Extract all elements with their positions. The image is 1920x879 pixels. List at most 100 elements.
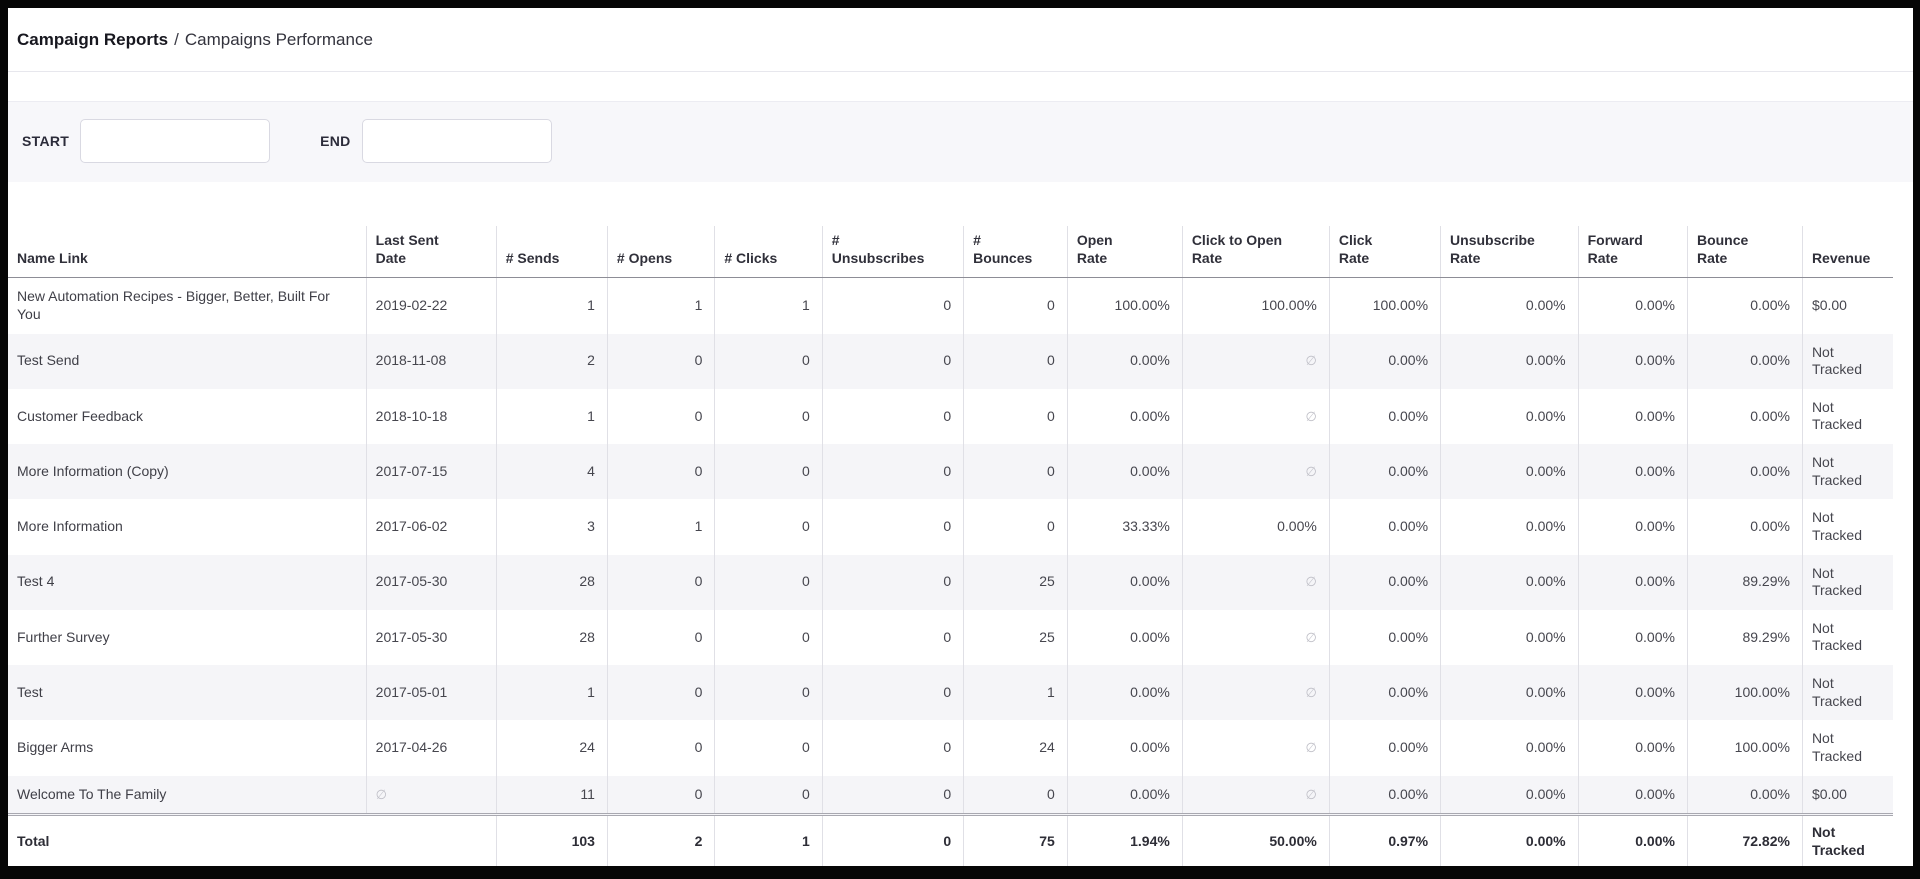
cell-value: 0.00% [1635, 407, 1675, 424]
cell-value: 89.29% [1742, 573, 1790, 590]
cell-value: 2017-06-02 [375, 518, 448, 535]
column-header-unsubscribes[interactable]: # Unsubscribes [821, 226, 964, 279]
total-cell-value: 50.00% [1269, 832, 1317, 849]
column-header-bounce_rate[interactable]: Bounce Rate [1686, 226, 1803, 279]
cell-value: 2017-05-30 [375, 573, 448, 590]
column-header-sends[interactable]: # Sends [495, 226, 608, 279]
cell-value: Not Tracked [1811, 730, 1862, 764]
cell-value: 0.00% [1130, 739, 1170, 756]
cell-value: 0.00% [1130, 407, 1170, 424]
column-header-click_to_open_rate[interactable]: Click to Open Rate [1181, 226, 1330, 279]
breadcrumb: Campaign Reports / Campaigns Performance [17, 30, 373, 50]
cell-value: $0.00 [1811, 785, 1847, 802]
cell-value: 0.00% [1525, 352, 1566, 369]
campaign-name-link[interactable]: Test [17, 683, 43, 700]
column-header-label: Name Link [17, 249, 88, 266]
campaign-name-link[interactable]: Test 4 [17, 573, 55, 590]
column-header-click_rate[interactable]: Click Rate [1328, 226, 1441, 279]
cell-value: 0 [1047, 518, 1055, 535]
cell-value: 0 [943, 628, 952, 645]
cell-value: 0.00% [1388, 628, 1429, 645]
table-header: Name Link Last Sent Date # Sends # Opens # C… [8, 226, 1893, 279]
column-header-bounces[interactable]: # Bounces [963, 226, 1068, 279]
total-label: Total [17, 832, 50, 849]
column-header-revenue[interactable]: Revenue [1801, 226, 1893, 279]
campaign-name-link[interactable]: More Information (Copy) [17, 462, 169, 479]
column-header-unsubscribe_rate[interactable]: Unsubscribe Rate [1440, 226, 1579, 279]
table-header-row: Name Link Last Sent Date # Sends # Opens # C… [8, 226, 1893, 279]
cell-value: 0.00% [1388, 573, 1429, 590]
cell-value: 1 [694, 518, 703, 535]
campaign-name-link[interactable]: Test Send [17, 352, 80, 369]
cell-value: 0 [802, 407, 810, 424]
cell-value: 0 [802, 628, 810, 645]
table-row: Bigger Arms 2017-04-26 24 0 0 0 24 0.00% ∅ 0.00% 0… [8, 720, 1893, 776]
total-cell-value: 103 [571, 832, 595, 849]
cell-value: 0.00% [1277, 518, 1317, 535]
cell-value: 0.00% [1635, 462, 1675, 479]
cell-value: 0.00% [1750, 462, 1790, 479]
cell-value: Not Tracked [1811, 454, 1862, 488]
page: Campaign Reports / Campaigns Performance S… [8, 8, 1913, 866]
campaign-name-link[interactable]: More Information [17, 518, 123, 535]
cell-value: 0 [943, 573, 952, 590]
column-header-forward_rate[interactable]: Forward Rate [1577, 226, 1688, 279]
table-row: Welcome To The Family ∅ 11 0 0 0 0 0.00% ∅ 0.00% 0… [8, 775, 1893, 815]
total-cell-value: 2 [694, 832, 703, 849]
campaigns-performance-table: Name Link Last Sent Date # Sends # Opens # C… [8, 226, 1893, 866]
cell-value: 0 [943, 518, 952, 535]
table-container: Name Link Last Sent Date # Sends # Opens # C… [8, 182, 1913, 866]
cell-value: 1 [802, 297, 810, 314]
campaign-name-link[interactable]: Welcome To The Family [17, 785, 167, 802]
column-header-clicks[interactable]: # Clicks [714, 226, 823, 279]
cell-value: Not Tracked [1811, 343, 1862, 378]
table-row: Customer Feedback 2018-10-18 1 0 0 0 0 0.00% ∅ 0.… [8, 388, 1893, 444]
breadcrumb-section[interactable]: Campaign Reports [17, 29, 169, 49]
cell-value: 0 [1047, 407, 1055, 424]
campaign-name-link[interactable]: Bigger Arms [17, 739, 94, 756]
cell-value: 0 [943, 352, 952, 369]
cell-value: 0 [694, 739, 703, 756]
cell-value: 0.00% [1635, 573, 1675, 590]
cell-value: 0.00% [1750, 518, 1790, 535]
start-date-input[interactable] [80, 119, 271, 163]
column-header-last_sent_date[interactable]: Last Sent Date [365, 226, 497, 279]
column-header-label: Bounce Rate [1696, 232, 1749, 266]
cell-value: ∅ [1305, 629, 1317, 645]
cell-value: 100.00% [1114, 297, 1170, 314]
cell-value: 0 [943, 785, 952, 802]
cell-value: 1 [587, 407, 595, 424]
total-cell-value: Not Tracked [1811, 824, 1865, 858]
cell-value: 0.00% [1130, 628, 1170, 645]
cell-value: 0 [694, 683, 703, 700]
cell-value: 2017-07-15 [375, 462, 448, 479]
cell-value: 0 [694, 462, 703, 479]
cell-value: 0 [802, 352, 810, 369]
campaign-name-link[interactable]: Further Survey [17, 628, 110, 645]
cell-value: 0.00% [1525, 462, 1566, 479]
cell-value: 2017-05-30 [375, 628, 448, 645]
cell-value: 0 [943, 683, 952, 700]
column-header-name[interactable]: Name Link [8, 226, 367, 279]
cell-value: Not Tracked [1811, 675, 1862, 709]
breadcrumb-current-page: Campaigns Performance [184, 29, 373, 49]
campaign-name-link[interactable]: New Automation Recipes - Bigger, Better,… [17, 288, 330, 322]
column-header-label: Forward Rate [1587, 232, 1643, 266]
end-date-input[interactable] [361, 119, 552, 163]
cell-value: 0 [943, 462, 952, 479]
cell-value: 0.00% [1525, 785, 1566, 802]
cell-value: 0.00% [1525, 628, 1566, 645]
cell-value: 100.00% [1734, 739, 1790, 756]
total-cell-value: 1.94% [1130, 832, 1170, 849]
column-header-label: Revenue [1811, 249, 1871, 266]
start-date-label: START [22, 133, 70, 149]
cell-value: ∅ [1305, 463, 1317, 479]
cell-value: 11 [580, 785, 595, 802]
cell-value: 0.00% [1388, 739, 1429, 756]
cell-value: 28 [579, 628, 595, 645]
campaign-name-link[interactable]: Customer Feedback [17, 407, 144, 424]
column-header-open_rate[interactable]: Open Rate [1066, 226, 1183, 279]
column-header-opens[interactable]: # Opens [606, 226, 715, 279]
total-cell-value: 0 [943, 832, 952, 849]
table-row: Further Survey 2017-05-30 28 0 0 0 25 0.00% ∅ 0.0… [8, 609, 1893, 665]
